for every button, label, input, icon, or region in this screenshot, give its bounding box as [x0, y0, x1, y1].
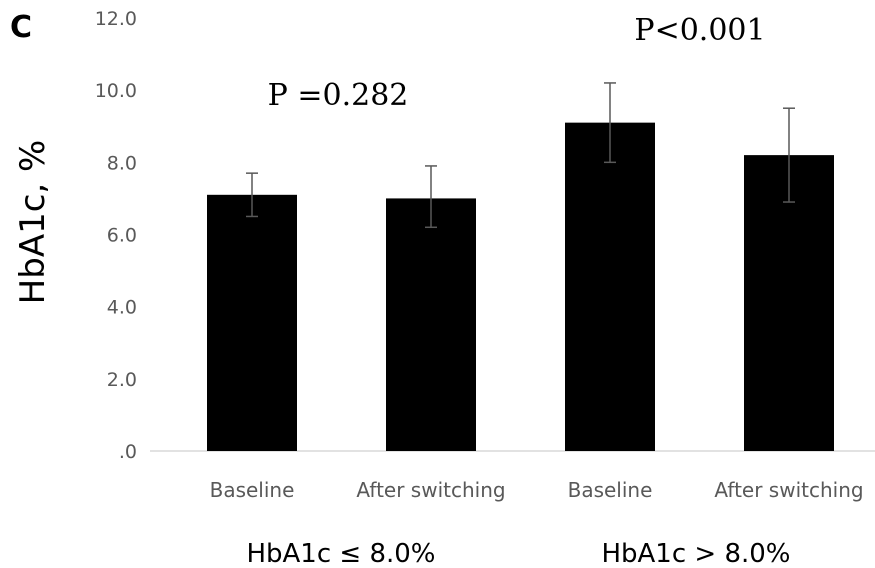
y-tick-label-3: 6.0 — [107, 225, 137, 247]
category-label-1: After switching — [356, 478, 505, 502]
p-value-0: P =0.282 — [268, 78, 409, 113]
y-tick-label-0: .0 — [119, 441, 137, 463]
category-label-2: Baseline — [568, 478, 653, 502]
group-label-0: HbA1c ≤ 8.0% — [246, 539, 435, 568]
panel-label: C — [10, 10, 32, 45]
y-tick-label-6: 12.0 — [95, 8, 137, 30]
bar-1 — [386, 198, 476, 451]
y-tick-label-2: 4.0 — [107, 297, 137, 319]
group-labels: HbA1c ≤ 8.0% HbA1c > 8.0% — [246, 539, 790, 568]
y-tick-label-5: 10.0 — [95, 80, 137, 102]
p-value-1: P<0.001 — [634, 13, 765, 48]
category-label-0: Baseline — [210, 478, 295, 502]
error-bar-3 — [783, 107, 795, 203]
bar-0 — [207, 194, 297, 451]
category-labels: Baseline After switching Baseline After swi… — [210, 478, 864, 502]
y-tick-labels: .0 2.0 4.0 6.0 8.0 10.0 12.0 — [95, 8, 137, 463]
bar-3 — [744, 155, 834, 451]
error-bars — [246, 82, 795, 229]
bar-2 — [565, 122, 655, 452]
y-tick-label-1: 2.0 — [107, 369, 137, 391]
y-axis-label: HbA1c, % — [13, 140, 53, 305]
error-bar-0 — [246, 172, 258, 218]
y-tick-label-4: 8.0 — [107, 152, 137, 174]
error-bar-1 — [425, 165, 437, 229]
error-bar-2 — [604, 82, 616, 164]
group-label-1: HbA1c > 8.0% — [601, 539, 790, 568]
bars — [207, 122, 834, 452]
category-label-3: After switching — [714, 478, 863, 502]
p-value-annotations: P =0.282 P<0.001 — [268, 13, 766, 113]
